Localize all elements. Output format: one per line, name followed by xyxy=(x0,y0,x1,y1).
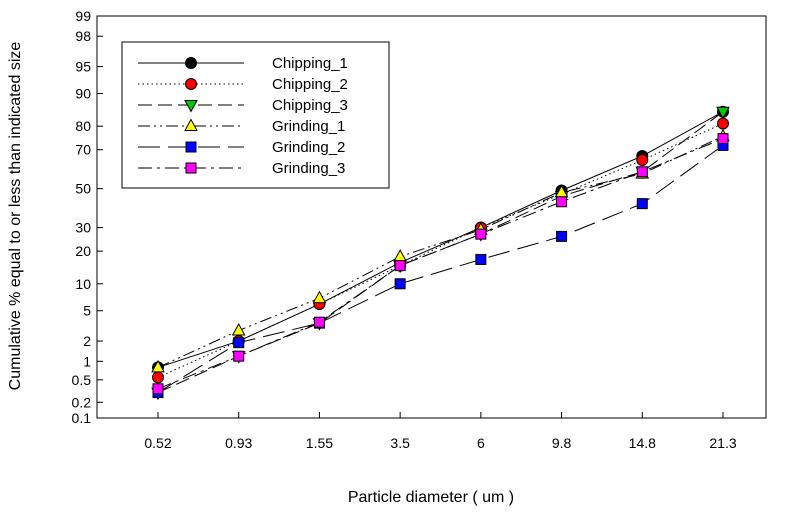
data-point-5-5 xyxy=(556,196,568,208)
legend-marker-1 xyxy=(185,78,197,90)
legend-label-3: Grinding_1 xyxy=(272,118,345,135)
plot-frame xyxy=(96,15,767,419)
data-point-3-0 xyxy=(151,359,165,373)
legend-marker-4 xyxy=(185,141,197,153)
series-line-1 xyxy=(157,123,724,378)
y-tick-label-4: 2 xyxy=(83,333,91,349)
y-tick-label-0: 0.1 xyxy=(72,410,92,426)
legend-item-5: Grinding_3 xyxy=(138,160,345,177)
legend-marker-5 xyxy=(185,162,197,174)
x-tick-label-5: 9.8 xyxy=(552,435,572,451)
legend-marker-3 xyxy=(184,118,198,131)
y-tick-label-6: 10 xyxy=(75,276,91,292)
data-point-1-6 xyxy=(636,154,649,167)
x-tick-label-6: 14.8 xyxy=(629,435,656,451)
data-point-4-1 xyxy=(233,337,245,349)
series-grinding_3 xyxy=(152,133,729,395)
legend-box xyxy=(121,41,390,189)
data-point-5-0 xyxy=(152,383,164,395)
x-tick-label-1: 0.93 xyxy=(225,435,252,451)
y-tick-label-10: 70 xyxy=(75,142,91,158)
x-tick-label-0: 0.52 xyxy=(144,435,171,451)
legend-label-4: Grinding_2 xyxy=(272,139,345,156)
y-tick-label-13: 95 xyxy=(75,59,91,75)
y-tick-label-14: 98 xyxy=(75,28,91,44)
data-point-2-7 xyxy=(716,106,730,120)
data-point-4-5 xyxy=(556,230,568,242)
x-axis-title: Particle diameter ( um ) xyxy=(348,489,514,506)
data-point-3-2 xyxy=(312,290,327,304)
x-tick-label-3: 3.5 xyxy=(390,435,410,451)
y-axis: 0.10.2 0.5 1 2 5 10 20 30 50 70 80 90 95 98 99 xyxy=(72,8,103,426)
legend-label-0: Chipping_1 xyxy=(272,55,348,72)
data-point-3-3 xyxy=(393,249,407,262)
y-axis-title: Cumulative % equal to or less than indic… xyxy=(7,42,24,391)
data-point-1-7 xyxy=(717,117,729,130)
legend-label-5: Grinding_3 xyxy=(272,160,345,177)
y-tick-label-7: 20 xyxy=(75,243,91,259)
y-tick-label-3: 1 xyxy=(83,353,91,369)
y-tick-label-11: 80 xyxy=(75,118,91,134)
data-point-5-3 xyxy=(394,260,406,272)
legend-marker-2 xyxy=(184,100,198,113)
data-point-4-4 xyxy=(475,253,487,265)
data-point-5-4 xyxy=(475,228,487,240)
data-point-5-2 xyxy=(313,316,325,328)
legend-label-1: Chipping_2 xyxy=(272,76,348,93)
y-tick-label-2: 0.5 xyxy=(72,372,92,388)
y-tick-label-9: 50 xyxy=(75,181,91,197)
y-tick-label-5: 5 xyxy=(83,303,91,319)
x-tick-label-7: 21.3 xyxy=(709,435,736,451)
series-line-4 xyxy=(157,144,724,394)
x-tick-label-4: 6 xyxy=(477,435,485,451)
legend-item-0: Chipping_1 xyxy=(138,55,348,72)
series-line-0 xyxy=(157,111,724,368)
legend: Chipping_1 Chipping_2 Chipping_3 Grinding_1… xyxy=(121,41,390,189)
data-point-4-3 xyxy=(394,278,406,290)
legend-item-3: Grinding_1 xyxy=(138,118,345,135)
data-point-4-6 xyxy=(636,198,648,210)
series-group xyxy=(151,105,730,401)
legend-item-4: Grinding_2 xyxy=(138,139,345,156)
data-point-5-7 xyxy=(717,133,729,145)
x-tick-label-2: 1.55 xyxy=(306,435,333,451)
data-point-5-1 xyxy=(233,350,245,362)
y-tick-label-1: 0.2 xyxy=(72,394,92,410)
y-tick-label-15: 99 xyxy=(75,8,91,24)
legend-label-2: Chipping_3 xyxy=(272,97,348,114)
series-grinding_2 xyxy=(152,139,729,399)
x-axis: 0.52 0.93 1.55 3.5 6 9.8 14.8 21.3 xyxy=(144,412,737,451)
legend-item-2: Chipping_3 xyxy=(138,97,348,114)
data-point-1-0 xyxy=(152,371,164,384)
legend-marker-0 xyxy=(185,57,197,69)
data-point-3-1 xyxy=(231,322,246,336)
data-point-5-6 xyxy=(636,166,648,178)
y-tick-label-12: 90 xyxy=(75,86,91,102)
series-line-5 xyxy=(157,138,724,390)
legend-item-1: Chipping_2 xyxy=(138,76,348,93)
y-tick-label-8: 30 xyxy=(75,220,91,236)
